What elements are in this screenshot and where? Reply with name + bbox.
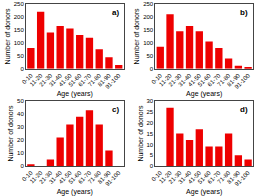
svg-text:5: 5 <box>150 152 154 158</box>
svg-text:11-20: 11-20 <box>29 72 44 87</box>
svg-text:11-20: 11-20 <box>158 169 173 184</box>
svg-text:30: 30 <box>147 98 154 104</box>
svg-text:Number of donors: Number of donors <box>137 105 144 162</box>
svg-text:200: 200 <box>143 14 154 20</box>
svg-text:41-50: 41-50 <box>58 72 74 88</box>
svg-text:31-40: 31-40 <box>48 169 64 185</box>
svg-text:150: 150 <box>143 27 154 33</box>
svg-text:21-30: 21-30 <box>168 72 184 88</box>
svg-text:0-10: 0-10 <box>150 72 163 85</box>
svg-text:0: 0 <box>150 163 154 169</box>
svg-text:11-20: 11-20 <box>29 169 44 184</box>
svg-text:11-20: 11-20 <box>158 72 173 87</box>
svg-text:91-100: 91-100 <box>233 72 251 90</box>
svg-text:15: 15 <box>147 131 154 137</box>
svg-text:10: 10 <box>147 142 154 148</box>
svg-text:20: 20 <box>147 120 154 126</box>
svg-text:41-50: 41-50 <box>58 169 74 185</box>
svg-text:0: 0 <box>20 66 24 72</box>
svg-text:51-60: 51-60 <box>197 169 213 185</box>
svg-text:71-80: 71-80 <box>216 169 232 185</box>
svg-text:91-100: 91-100 <box>233 169 251 187</box>
svg-text:71-80: 71-80 <box>87 72 103 88</box>
svg-text:250: 250 <box>143 1 154 7</box>
svg-text:0-10: 0-10 <box>21 169 34 182</box>
svg-text:20: 20 <box>17 137 24 143</box>
svg-text:61-70: 61-70 <box>207 169 223 185</box>
svg-text:71-80: 71-80 <box>87 169 103 185</box>
svg-text:0-10: 0-10 <box>150 169 163 182</box>
svg-text:81-90: 81-90 <box>226 72 242 88</box>
svg-text:100: 100 <box>14 40 25 46</box>
svg-text:d): d) <box>240 105 248 114</box>
svg-text:0-10: 0-10 <box>21 72 34 85</box>
svg-text:c): c) <box>112 105 119 114</box>
svg-text:31-40: 31-40 <box>177 72 193 88</box>
svg-text:50: 50 <box>17 98 24 104</box>
svg-text:61-70: 61-70 <box>77 169 93 185</box>
svg-text:71-80: 71-80 <box>216 72 232 88</box>
svg-text:21-30: 21-30 <box>38 72 54 88</box>
svg-text:a): a) <box>112 8 119 17</box>
svg-text:10: 10 <box>17 150 24 156</box>
svg-text:91-100: 91-100 <box>104 72 122 90</box>
svg-text:Number of donors: Number of donors <box>133 8 140 65</box>
svg-text:81-90: 81-90 <box>97 72 113 88</box>
svg-text:Age (years): Age (years) <box>57 90 93 98</box>
svg-text:61-70: 61-70 <box>77 72 93 88</box>
svg-text:31-40: 31-40 <box>48 72 64 88</box>
svg-text:81-90: 81-90 <box>226 169 242 185</box>
svg-text:41-50: 41-50 <box>187 72 203 88</box>
svg-text:Number of donors: Number of donors <box>4 8 11 65</box>
svg-text:0: 0 <box>20 163 24 169</box>
svg-text:0: 0 <box>150 66 154 72</box>
svg-text:51-60: 51-60 <box>67 72 83 88</box>
svg-text:81-90: 81-90 <box>97 169 113 185</box>
svg-text:91-100: 91-100 <box>104 169 122 187</box>
svg-text:50: 50 <box>17 53 24 59</box>
svg-text:21-30: 21-30 <box>168 169 184 185</box>
svg-text:25: 25 <box>147 109 154 115</box>
svg-text:50: 50 <box>147 53 154 59</box>
svg-text:21-30: 21-30 <box>38 169 54 185</box>
svg-text:51-60: 51-60 <box>67 169 83 185</box>
svg-text:Age (years): Age (years) <box>186 188 222 196</box>
svg-text:31-40: 31-40 <box>177 169 193 185</box>
svg-text:150: 150 <box>14 27 25 33</box>
svg-text:41-50: 41-50 <box>187 169 203 185</box>
svg-text:100: 100 <box>143 40 154 46</box>
svg-text:51-60: 51-60 <box>197 72 213 88</box>
svg-text:200: 200 <box>14 14 25 20</box>
svg-text:40: 40 <box>17 111 24 117</box>
svg-text:Age (years): Age (years) <box>57 188 93 196</box>
svg-text:61-70: 61-70 <box>207 72 223 88</box>
svg-text:Number of donors: Number of donors <box>7 105 14 162</box>
svg-text:250: 250 <box>14 1 25 7</box>
svg-text:30: 30 <box>17 124 24 130</box>
svg-text:Age (years): Age (years) <box>186 90 222 98</box>
svg-text:b): b) <box>240 8 248 17</box>
